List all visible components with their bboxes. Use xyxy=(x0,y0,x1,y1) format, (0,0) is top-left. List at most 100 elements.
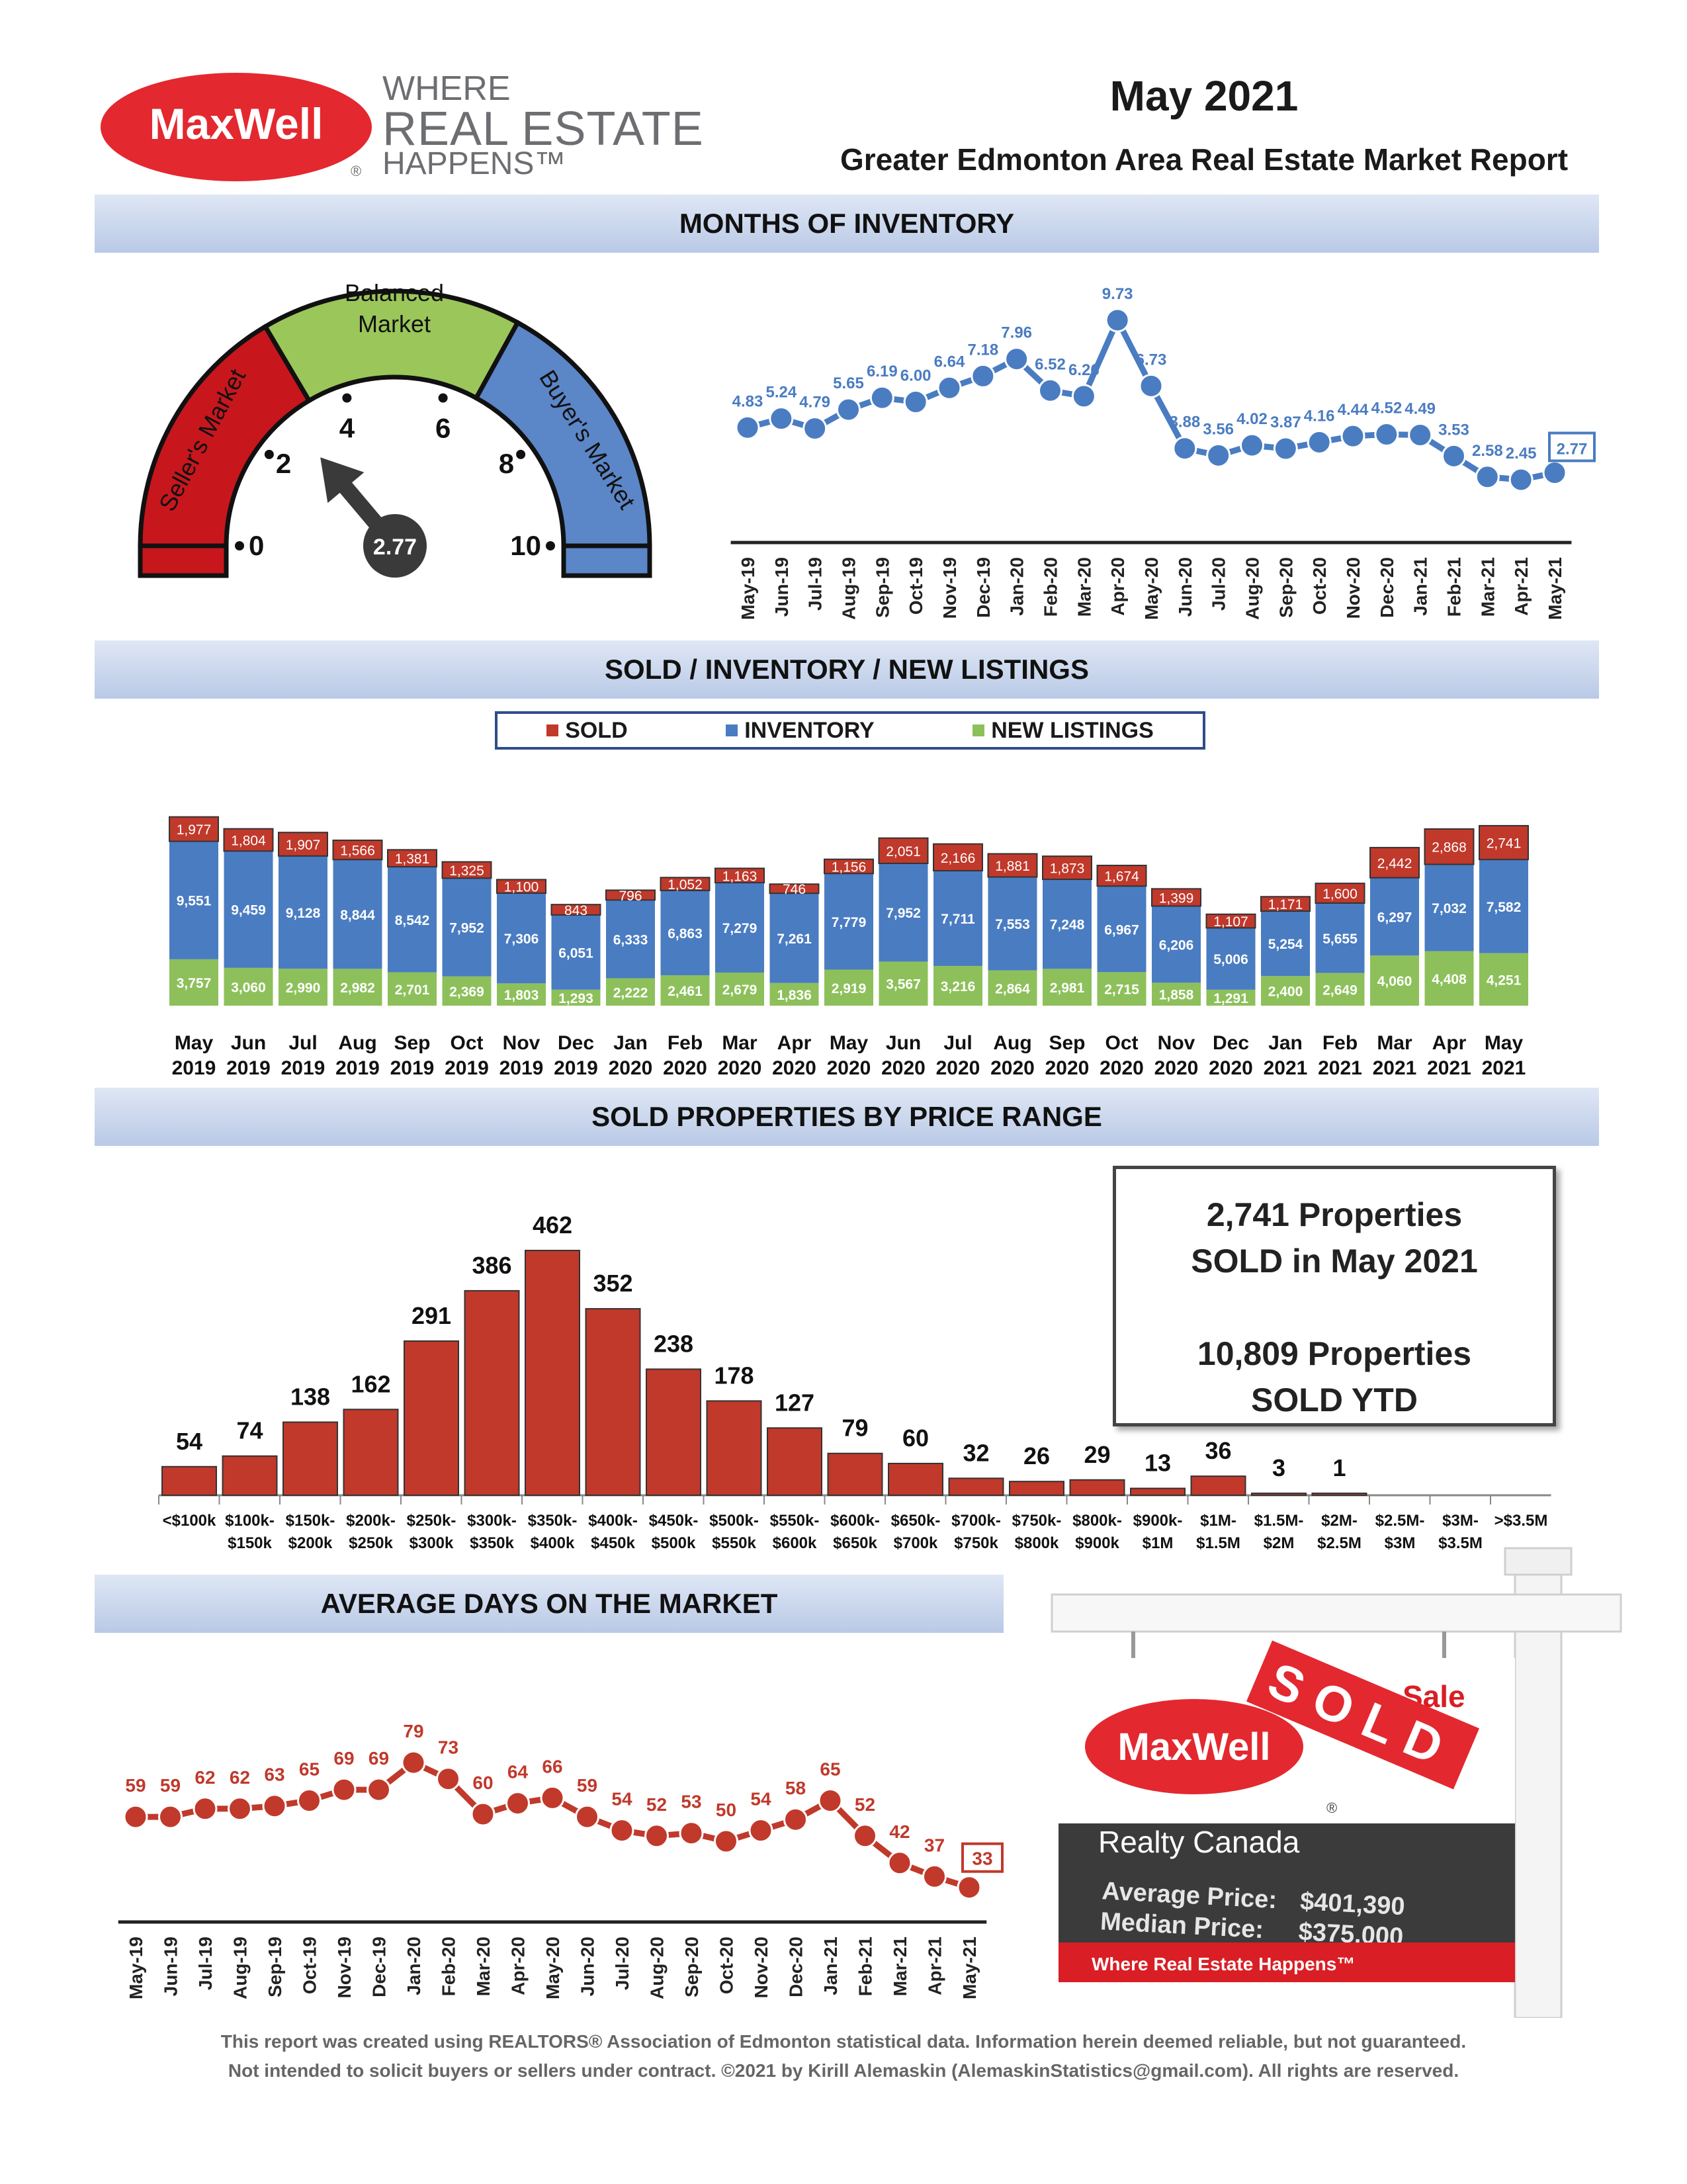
data-point xyxy=(869,385,894,410)
bar-inventory xyxy=(606,900,655,979)
footer-line-1: This report was created using REALTORS® … xyxy=(220,2031,1467,2052)
x-tick-label: Sep-19 xyxy=(265,1937,285,1997)
gauge-value-label: 2.77 xyxy=(373,535,417,560)
gauge-hub xyxy=(363,514,427,578)
x-year-label: 2019 xyxy=(281,1057,325,1079)
x-year-label: 2019 xyxy=(445,1057,489,1079)
bar-new-listings xyxy=(1097,972,1146,1006)
bar-sold xyxy=(1096,865,1147,887)
sold-sign-image: MaxWell ® Sale SOLD Realty Canada Averag… xyxy=(1051,1547,1622,2018)
bar-inventory xyxy=(497,893,546,984)
x-tick-label: Apr-21 xyxy=(1511,557,1532,616)
bar-new-listings xyxy=(824,969,873,1006)
bar-new-listings xyxy=(988,970,1037,1006)
stats-line-2: SOLD in May 2021 xyxy=(1191,1243,1478,1280)
section-sold-inventory-listings: SOLD / INVENTORY / NEW LISTINGS xyxy=(95,640,1599,699)
data-label: 37 xyxy=(924,1835,945,1855)
sign-slogan: Where Real Estate Happens™ xyxy=(1092,1954,1355,1974)
data-point xyxy=(193,1796,218,1821)
data-point xyxy=(1442,443,1466,468)
price-bar xyxy=(525,1250,580,1496)
bar-new-listings xyxy=(1424,951,1474,1006)
bar-sold xyxy=(1369,847,1420,879)
sold-label: 1,107 xyxy=(1213,914,1248,930)
x-tick-label: Sep-20 xyxy=(681,1937,702,1997)
x-tick-label: Jun-19 xyxy=(771,557,792,617)
data-point xyxy=(1273,436,1298,461)
sold-label: 1,907 xyxy=(286,838,321,853)
legend-sold-label: SOLD xyxy=(565,717,628,743)
bar-new-listings xyxy=(1315,973,1365,1006)
price-category-label-2: $800k xyxy=(1015,1534,1059,1552)
series-line xyxy=(136,1759,971,1890)
gauge-zone-buyer xyxy=(473,319,652,548)
inventory-label: 7,779 xyxy=(832,915,867,930)
x-tick-label: Oct-19 xyxy=(300,1937,320,1994)
bar-sold xyxy=(660,877,711,891)
bar-sold xyxy=(441,861,492,879)
price-category-label: >$3.5M xyxy=(1494,1512,1548,1530)
x-tick-label: Jul-19 xyxy=(195,1937,216,1990)
days-on-market-chart: 59 May-19 59 Jun-19 62 Jul-19 62 Aug-19 63 Sep-19… xyxy=(118,1721,1004,1999)
new-listings-label: 1,293 xyxy=(558,991,593,1006)
price-bar-label: 32 xyxy=(963,1439,989,1466)
bar-inventory xyxy=(1479,859,1528,953)
x-tick-label: Oct-20 xyxy=(1309,557,1330,615)
bar-inventory xyxy=(988,877,1037,971)
bar-inventory xyxy=(1043,879,1092,969)
inventory-label: 8,844 xyxy=(340,908,375,923)
data-label: 52 xyxy=(646,1794,667,1815)
sold-label: 2,741 xyxy=(1487,836,1522,852)
data-point xyxy=(1206,443,1231,468)
price-category-label-2: $3.5M xyxy=(1438,1534,1483,1552)
data-point xyxy=(802,416,828,441)
data-point xyxy=(735,415,760,440)
x-tick-label: Aug-19 xyxy=(839,557,859,620)
x-month-label: Jan xyxy=(1268,1032,1303,1054)
x-tick-label: Jan-21 xyxy=(820,1937,841,1995)
price-bar-label: 462 xyxy=(533,1211,572,1239)
x-tick-label: Nov-20 xyxy=(751,1937,771,1998)
price-category-label: $3M- xyxy=(1442,1512,1479,1530)
price-category-label: $300k- xyxy=(467,1512,517,1530)
price-bar xyxy=(827,1452,883,1496)
x-year-label: 2020 xyxy=(1100,1057,1144,1079)
price-category-label: $500k- xyxy=(709,1512,759,1530)
x-tick-label: Jun-19 xyxy=(161,1937,181,1996)
data-label: 7.18 xyxy=(967,341,998,359)
data-point xyxy=(575,1804,599,1829)
x-tick-label: Feb-20 xyxy=(1041,557,1061,617)
price-bar xyxy=(767,1427,822,1496)
price-category-label-2: $750k xyxy=(954,1534,998,1552)
x-year-label: 2019 xyxy=(499,1057,544,1079)
price-bar-label: 1 xyxy=(1332,1454,1346,1481)
inventory-label: 7,279 xyxy=(722,921,757,936)
sign-hook-left xyxy=(1131,1632,1135,1658)
sign-avg-value: $401,390 xyxy=(1299,1888,1405,1921)
inventory-label: 7,711 xyxy=(941,912,975,927)
price-bar xyxy=(1190,1475,1246,1496)
price-bar-label: 291 xyxy=(411,1302,451,1329)
x-tick-label: Aug-19 xyxy=(230,1937,251,1999)
price-bar-label: 386 xyxy=(472,1252,511,1279)
x-year-label: 2020 xyxy=(881,1057,926,1079)
x-month-label: Dec xyxy=(1213,1032,1249,1054)
new-listings-label: 4,060 xyxy=(1377,974,1412,989)
data-point xyxy=(367,1777,391,1802)
bar-sold xyxy=(496,879,546,894)
page-subtitle: Greater Edmonton Area Real Estate Market… xyxy=(840,142,1569,177)
gauge-base-left xyxy=(138,543,229,578)
x-tick-label: Oct-20 xyxy=(716,1937,737,1994)
x-tick-label: May-21 xyxy=(1545,557,1565,620)
new-listings-label: 2,715 xyxy=(1104,983,1139,998)
price-bar xyxy=(464,1289,520,1496)
x-tick-label: Nov-20 xyxy=(1343,557,1363,619)
price-bar xyxy=(222,1455,278,1496)
sold-inventory-listings-chart: 3,757 9,551 1,977 May 2019 3,060 9,459 1,804 Jun… xyxy=(169,816,1529,1079)
x-year-label: 2020 xyxy=(936,1057,980,1079)
sold-label: 1,381 xyxy=(395,852,430,867)
x-year-label: 2019 xyxy=(226,1057,271,1079)
x-month-label: May xyxy=(1485,1032,1524,1054)
maxwell-logo: MaxWell xyxy=(101,73,372,181)
price-category-label: $200k- xyxy=(346,1512,396,1530)
